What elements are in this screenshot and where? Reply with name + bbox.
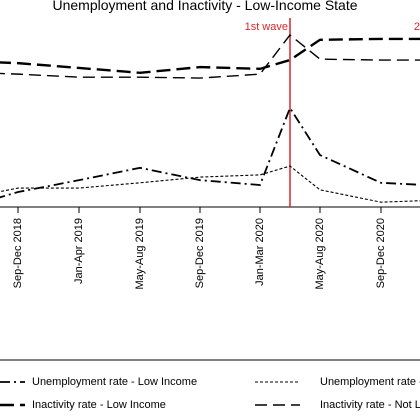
series-line: [0, 106, 420, 199]
legend-label: Inactivity rate - Low Income: [32, 399, 166, 411]
legend-label: Unemployment rate - Low Income: [32, 376, 197, 388]
x-tick-label: May-Aug 2019: [134, 218, 146, 290]
wave-label: 2nd wave: [414, 21, 420, 33]
x-tick-label: Sep-Dec 2018: [12, 218, 24, 288]
x-tick-label: Sep-Dec 2020: [375, 218, 387, 288]
x-tick-label: May-Aug 2020: [314, 218, 326, 290]
x-tick-label: Jan-Mar 2020: [254, 218, 266, 286]
x-tick-label: Jan-Apr 2019: [73, 218, 85, 284]
x-tick-label: Sep-Dec 2019: [194, 218, 206, 288]
legend-label: Unemployment rate - Not Low Income: [320, 376, 420, 388]
series-line: [0, 165, 420, 203]
series-line: [0, 37, 420, 75]
wave-label: 1st wave: [245, 21, 288, 33]
legend-label: Inactivity rate - Not Low Income: [320, 399, 420, 411]
series-line: [0, 33, 420, 79]
chart-title: Unemployment and Inactivity - Low-Income…: [52, 0, 357, 13]
